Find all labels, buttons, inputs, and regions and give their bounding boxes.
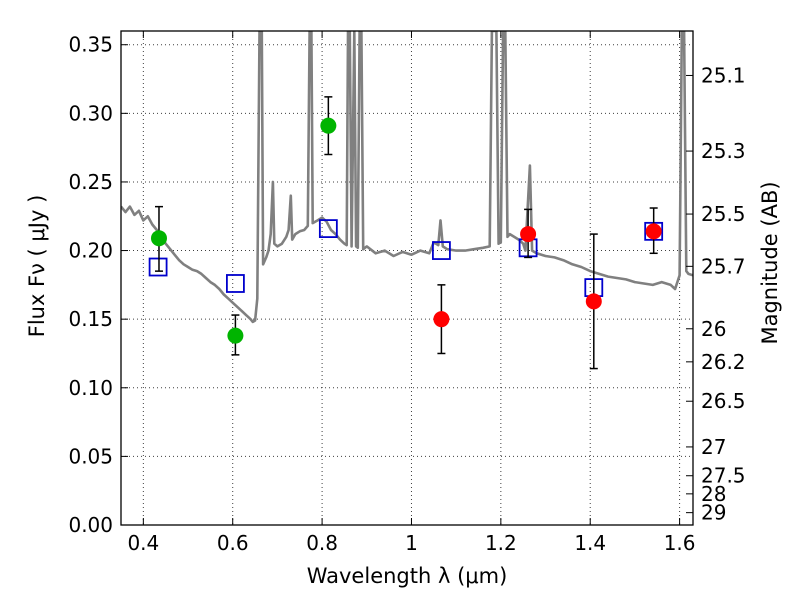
x-tick-label: 1.2 — [485, 531, 517, 555]
y-axis-label: Flux Fν ( μJy ) — [25, 195, 49, 338]
model-photometry-square — [432, 241, 451, 260]
y-tick-label: 0.20 — [68, 239, 113, 263]
model-photometry-square — [318, 219, 338, 239]
right-tick-label: 26.2 — [701, 350, 746, 374]
right-axis-label: Magnitude (AB) — [758, 181, 782, 344]
photometry-points — [148, 96, 664, 370]
x-tick-label: 1.6 — [664, 531, 696, 555]
x-axis-label: Wavelength λ (μm) — [307, 564, 508, 588]
y-tick-label: 0.35 — [68, 33, 113, 57]
model-spectrum — [121, 31, 693, 324]
right-tick-label: 25.3 — [701, 139, 746, 163]
right-tick-label: 25.5 — [701, 202, 746, 226]
right-tick-label: 29 — [701, 501, 726, 525]
axis-ticks: 0.4 0.6 0.8 1 1.2 1.4 1.6 0.00 0.05 0.10 0.15 0.20 0… — [68, 31, 746, 555]
observed-green-point — [150, 230, 167, 247]
y-tick-label: 0.10 — [68, 376, 113, 400]
model-photometry-square — [225, 274, 245, 293]
right-tick-label: 25.7 — [701, 254, 746, 278]
right-tick-label: 26.5 — [701, 389, 746, 413]
y-tick-label: 0.15 — [68, 307, 113, 331]
observed-green-point — [227, 327, 244, 344]
x-tick-label: 1.4 — [574, 531, 606, 555]
x-tick-label: 0.6 — [217, 531, 249, 555]
spectrum-line — [121, 31, 693, 324]
plot-frame — [120, 30, 694, 526]
y-tick-label: 0.00 — [68, 513, 113, 537]
observed-red-point — [585, 293, 602, 310]
right-tick-label: 27.5 — [701, 464, 746, 488]
y-tick-label: 0.30 — [68, 101, 113, 125]
observed-green-point — [320, 117, 337, 134]
x-tick-label: 0.4 — [127, 531, 159, 555]
right-tick-label: 26 — [701, 317, 726, 341]
x-tick-label: 0.8 — [306, 531, 338, 555]
x-tick-label: 1 — [405, 531, 418, 555]
observed-red-point — [520, 226, 537, 243]
y-tick-label: 0.25 — [68, 170, 113, 194]
right-tick-label: 28 — [701, 482, 726, 506]
right-tick-label: 25.1 — [701, 63, 746, 87]
y-tick-label: 0.05 — [68, 444, 113, 468]
observed-red-point — [645, 223, 662, 240]
model-photometry-square — [148, 257, 168, 277]
observed-red-point — [433, 311, 450, 328]
right-tick-label: 27 — [701, 435, 726, 459]
